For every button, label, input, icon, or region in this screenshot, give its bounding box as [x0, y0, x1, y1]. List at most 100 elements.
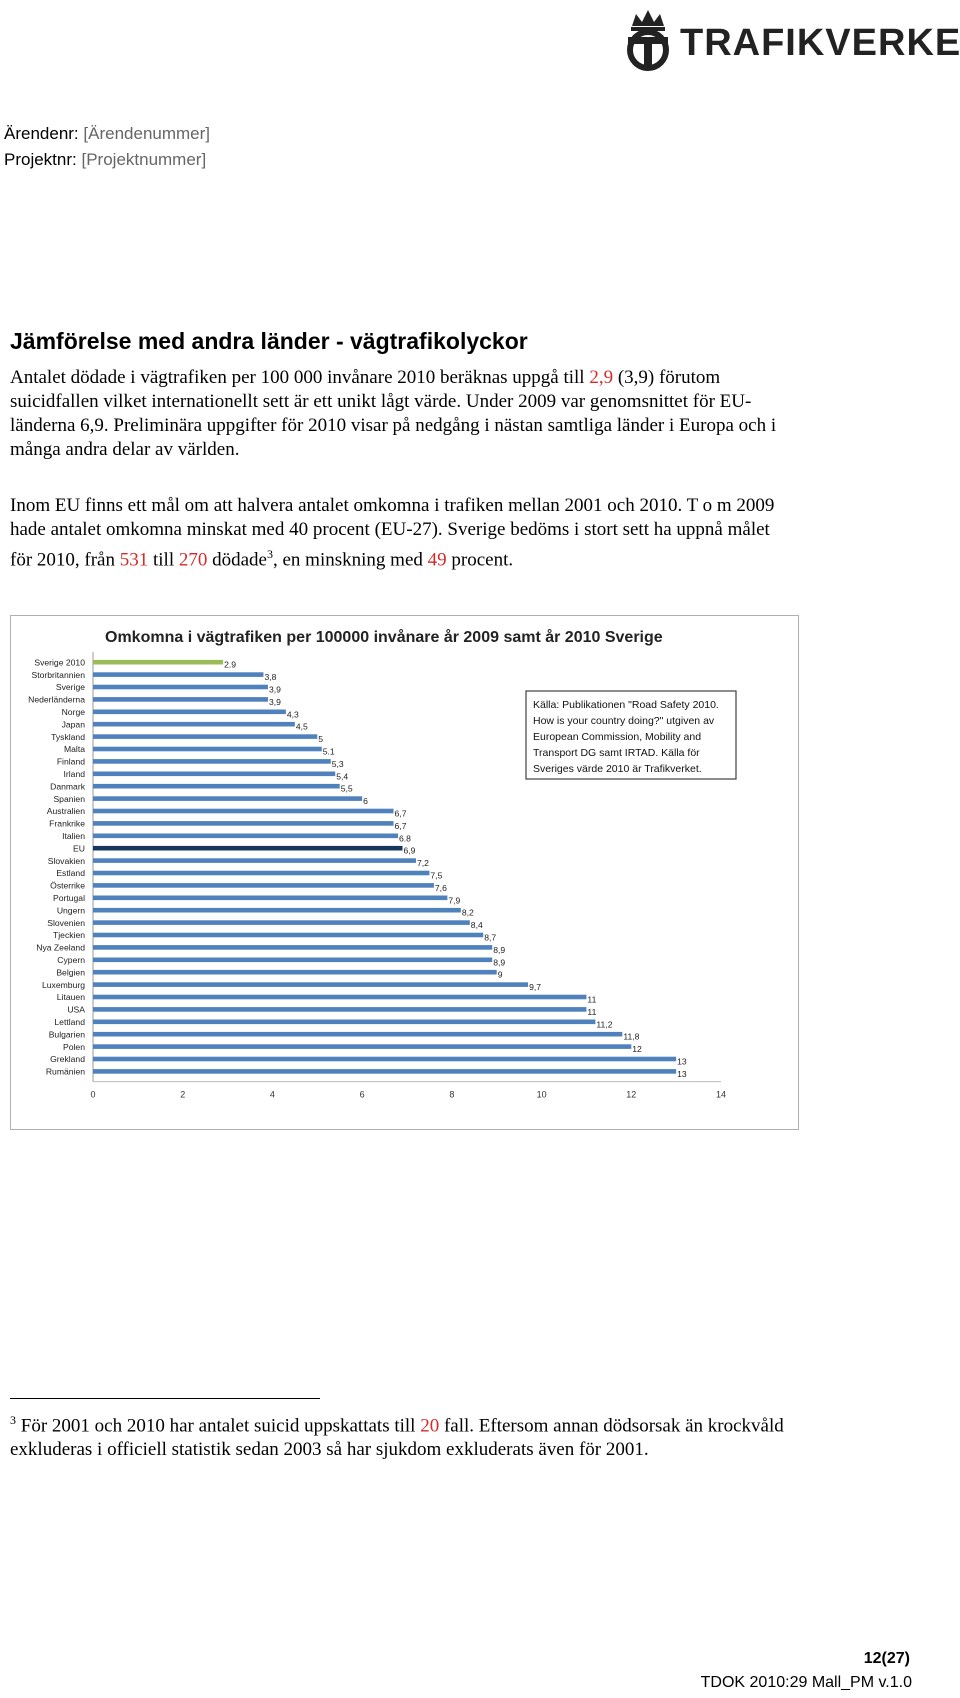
value-label: 6: [363, 796, 368, 806]
p2-text-c: dödade: [207, 549, 267, 571]
arendenr-value: [Ärendenummer]: [83, 124, 211, 143]
category-label: Nya Zeeland: [36, 943, 85, 953]
projektnr-line: Projektnr: [Projektnummer]: [4, 150, 206, 170]
value-label: 3,9: [269, 697, 281, 707]
category-label: Italien: [62, 831, 85, 841]
category-label: Storbritannien: [31, 670, 85, 680]
value-label: 6,7: [395, 809, 407, 819]
x-tick-label: 2: [180, 1090, 185, 1100]
x-tick-label: 12: [626, 1090, 636, 1100]
category-label: Österrike: [50, 881, 85, 891]
x-tick-label: 4: [270, 1090, 275, 1100]
bar: [93, 734, 318, 739]
value-label: 5: [318, 734, 323, 744]
p2-footnote-marker: 3: [267, 547, 273, 561]
x-tick-label: 6: [360, 1090, 365, 1100]
value-label: 11,2: [596, 1019, 612, 1029]
category-label: Danmark: [50, 781, 86, 791]
value-label: 8,9: [493, 945, 505, 955]
bar: [93, 982, 529, 987]
value-label: 4,3: [287, 709, 299, 719]
category-label: Portugal: [53, 893, 85, 903]
bar: [93, 759, 331, 764]
bar: [93, 870, 430, 876]
value-label: 9: [498, 970, 503, 980]
value-label: 5,3: [332, 759, 344, 769]
bar: [93, 1044, 632, 1049]
category-label: Slovakien: [48, 856, 85, 866]
chart-frame: Omkomna i vägtrafiken per 100000 invånar…: [10, 615, 799, 1130]
category-label: Sverige 2010: [34, 657, 85, 667]
category-label: Ungern: [57, 905, 85, 915]
footnote-marker: 3: [10, 1413, 16, 1427]
bar: [93, 697, 268, 702]
category-label: Frankrike: [49, 819, 85, 829]
value-label: 8,7: [484, 933, 496, 943]
value-label: 6,7: [395, 821, 407, 831]
category-label: Lettland: [54, 1017, 85, 1027]
bar: [93, 957, 493, 963]
value-label: 12: [632, 1044, 642, 1054]
p2-text-d: , en minskning med: [273, 549, 428, 571]
category-label: Nederländerna: [28, 695, 85, 705]
category-label: Malta: [64, 744, 85, 754]
bar: [93, 821, 394, 826]
bar: [93, 796, 363, 801]
category-label: Slovenien: [47, 918, 85, 928]
category-label: Cypern: [57, 955, 85, 965]
bar: [93, 907, 461, 913]
bar: [93, 969, 497, 975]
value-label: 7,5: [430, 871, 442, 881]
paragraph-2: Inom EU finns ett mål om att halvera ant…: [10, 494, 790, 572]
paragraph-1: Antalet dödade i vägtrafiken per 100 000…: [10, 366, 790, 462]
category-label: USA: [67, 1005, 85, 1015]
p2-red-531: 531: [119, 549, 149, 571]
crown-logo-icon: [627, 10, 669, 71]
value-label: 3,9: [269, 685, 281, 695]
x-tick-label: 8: [449, 1090, 454, 1100]
category-label: Finland: [57, 757, 85, 767]
category-label: Tjeckien: [53, 930, 85, 940]
p2-text-b: till: [148, 549, 179, 571]
bar: [93, 994, 587, 1000]
p2-text-a: Inom EU finns ett mål om att halvera ant…: [10, 495, 775, 571]
category-label: Estland: [56, 868, 85, 878]
bar: [93, 932, 484, 938]
logo-text: TRAFIKVERKET: [680, 22, 960, 64]
bar-chart: Omkomna i vägtrafiken per 100000 invånar…: [28, 628, 737, 1100]
bar: [93, 783, 340, 789]
p1-text-a: Antalet dödade i vägtrafiken per 100 000…: [10, 367, 590, 388]
p2-red-49: 49: [427, 549, 447, 571]
value-label: 6.8: [399, 833, 411, 843]
category-label: Sverige: [56, 682, 85, 692]
p2-text-e: procent.: [446, 549, 514, 571]
bar: [93, 659, 224, 665]
source-box: Källa: Publikationen "Road Safety 2010. H…: [525, 690, 737, 780]
source-line: Källa: Publikationen "Road Safety 2010.: [533, 699, 719, 711]
source-line: Sveriges värde 2010 är Trafikverket.: [533, 763, 702, 775]
category-label: Tyskland: [51, 732, 85, 742]
source-line: How is your country doing?" utgiven av: [533, 715, 715, 727]
bar: [93, 833, 399, 839]
bar: [93, 945, 493, 950]
bar: [93, 845, 403, 851]
bar: [93, 1069, 677, 1074]
x-tick-label: 0: [90, 1090, 95, 1100]
bar: [93, 1031, 623, 1037]
value-label: 8,9: [493, 957, 505, 967]
value-label: 7,6: [435, 883, 447, 893]
value-label: 11,8: [623, 1032, 639, 1042]
footnote-red-value: 20: [420, 1415, 440, 1437]
value-label: 8,2: [462, 908, 474, 918]
value-label: 7,9: [448, 895, 460, 905]
bar: [93, 672, 264, 677]
category-label: Grekland: [50, 1054, 85, 1064]
document-id: TDOK 2010:29 Mall_PM v.1.0: [700, 1674, 912, 1691]
category-label: Japan: [62, 719, 86, 729]
source-line: European Commission, Mobility and: [533, 731, 701, 743]
bar: [93, 771, 336, 777]
value-label: 5,4: [336, 771, 348, 781]
category-label: Norge: [62, 707, 86, 717]
footnote-text-b: fall. Eftersom annan dödsorsak än krockv…: [10, 1415, 784, 1461]
x-tick-label: 10: [537, 1090, 547, 1100]
